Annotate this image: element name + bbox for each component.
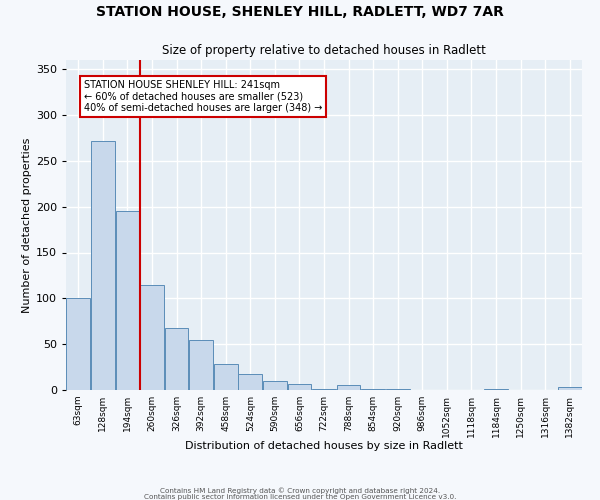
X-axis label: Distribution of detached houses by size in Radlett: Distribution of detached houses by size …: [185, 441, 463, 451]
Bar: [287, 384, 311, 390]
Bar: [140, 284, 164, 390]
Bar: [337, 386, 361, 390]
Bar: [214, 364, 238, 390]
Text: Contains public sector information licensed under the Open Government Licence v3: Contains public sector information licen…: [144, 494, 456, 500]
Bar: [91, 140, 115, 390]
Text: Contains HM Land Registry data © Crown copyright and database right 2024.: Contains HM Land Registry data © Crown c…: [160, 487, 440, 494]
Bar: [263, 381, 287, 390]
Title: Size of property relative to detached houses in Radlett: Size of property relative to detached ho…: [162, 44, 486, 58]
Bar: [116, 211, 139, 390]
Bar: [164, 328, 188, 390]
Bar: [312, 389, 336, 390]
Bar: [386, 389, 410, 390]
Bar: [238, 374, 262, 390]
Bar: [558, 387, 581, 390]
Bar: [484, 389, 508, 390]
Bar: [361, 389, 385, 390]
Text: STATION HOUSE, SHENLEY HILL, RADLETT, WD7 7AR: STATION HOUSE, SHENLEY HILL, RADLETT, WD…: [96, 5, 504, 19]
Text: STATION HOUSE SHENLEY HILL: 241sqm
← 60% of detached houses are smaller (523)
40: STATION HOUSE SHENLEY HILL: 241sqm ← 60%…: [83, 80, 322, 114]
Y-axis label: Number of detached properties: Number of detached properties: [22, 138, 32, 312]
Bar: [67, 298, 90, 390]
Bar: [189, 340, 213, 390]
